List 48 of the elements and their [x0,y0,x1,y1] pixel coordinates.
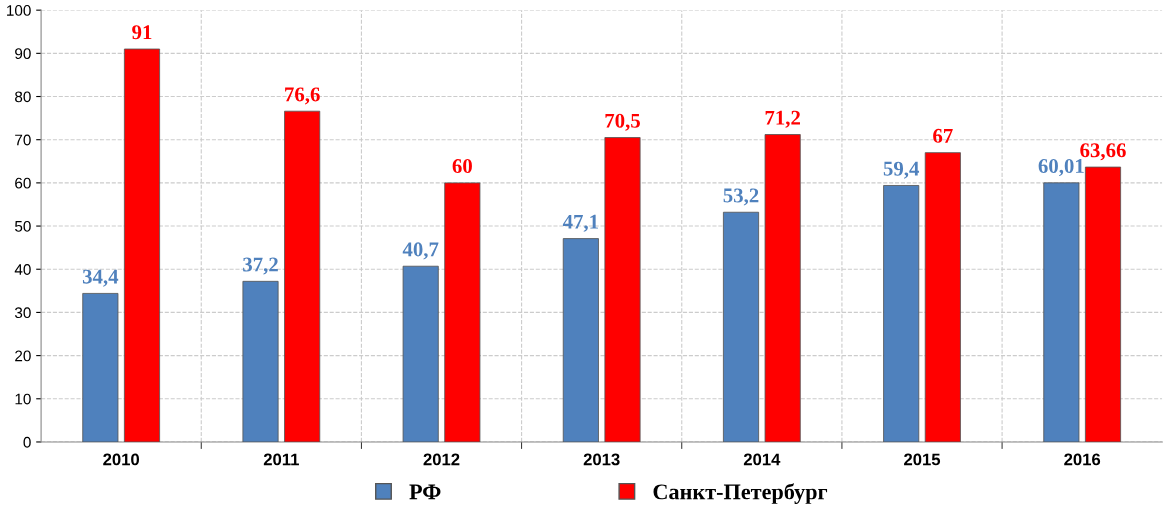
y-tick-label: 20 [15,350,31,362]
y-tick-label: 30 [14,307,31,319]
data-label: 91 [132,25,152,40]
bar [1043,182,1080,442]
x-tick-label: 2010 [103,453,140,466]
y-tick-label: 10 [15,393,31,405]
bar [242,280,279,442]
bar [444,182,481,442]
bar [402,265,439,442]
bar [883,185,920,442]
data-label: 53,2 [723,188,759,206]
y-tick-label: 80 [15,91,31,103]
bar [284,110,321,442]
bar [123,48,161,442]
data-label: 47,1 [562,214,598,232]
y-tick-label: 60 [15,177,31,189]
legend-label: РФ [409,484,441,500]
data-label: 70,5 [605,113,640,131]
bar [764,134,801,442]
y-tick-label: 70 [15,134,31,146]
data-label: 59,4 [883,161,920,179]
y-tick-label: 0 [23,436,31,448]
data-label: 37,2 [243,257,278,275]
y-tick-label: 90 [15,48,31,60]
x-tick-label: 2013 [583,453,620,466]
x-tick-label: 2014 [743,453,781,466]
data-label: 63,66 [1080,143,1126,161]
y-tick-label: 50 [14,220,31,232]
bar [924,152,961,442]
x-tick-label: 2016 [1064,453,1101,466]
bar [604,137,641,442]
data-label: 76,6 [285,87,320,105]
data-label: 71,2 [765,110,800,128]
x-tick-label: 2011 [263,453,299,466]
y-tick-label: 100 [7,5,31,16]
bar [1084,166,1122,442]
legend-label: Санкт-Петербург [653,483,828,504]
x-tick-label: 2012 [423,453,460,466]
bar [722,211,760,442]
data-label: 40,7 [402,242,439,260]
data-label: 60 [452,159,472,174]
data-label: 34,4 [82,269,119,287]
x-tick-label: 2015 [904,453,941,466]
y-tick-label: 40 [14,264,31,275]
bar [562,238,599,442]
data-label: 60,01 [1038,158,1084,177]
bar [82,293,119,442]
data-label: 67 [933,128,953,143]
